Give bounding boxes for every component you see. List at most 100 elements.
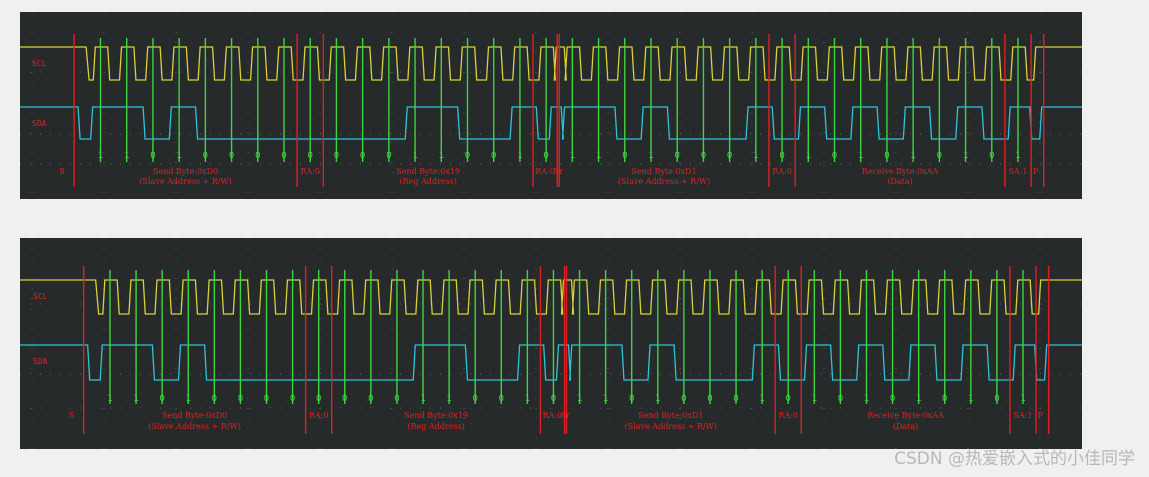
bit-value-label: 0 [229, 151, 234, 161]
field-sublabel: (Reg Address) [399, 177, 456, 186]
field-label: Sr [554, 167, 563, 176]
waveform-panel-bottom: 1 1 0 1 0 0 0 0 0 0 0 0 1 1 0 0 1 0 1 1 0 1 0 0 0 1 0 1 0 1 0 1 0 1 0 1 S Sen… [20, 238, 1082, 449]
bit-value-label: 0 [543, 151, 548, 161]
field-label: RA:0 [300, 167, 320, 176]
bit-value-label: 0 [499, 394, 504, 404]
bit-value-label: 0 [281, 151, 286, 161]
field-label: Receive Byte:0xAA [862, 167, 939, 176]
bit-value-label: 0 [255, 151, 260, 161]
bit-value-label: 1 [759, 394, 764, 404]
field-label: RA:0 [543, 411, 563, 420]
waveform-plot-top: 1 1 0 1 0 0 0 0 0 0 0 0 1 1 0 0 1 0 1 1 0 1 0 0 0 1 0 1 0 1 0 1 0 1 0 1 S Sen… [20, 12, 1082, 199]
scl-trace [20, 46, 1082, 81]
bit-value-label: 0 [465, 151, 470, 161]
bit-value-label: 1 [806, 151, 811, 161]
bit-value-label: 1 [133, 394, 138, 404]
bit-value-label: 1 [916, 394, 921, 404]
field-sublabel: (Data) [893, 422, 918, 431]
bit-value-label: 1 [439, 151, 444, 161]
bit-value-label: 1 [176, 151, 181, 161]
field-sublabel: (Reg Address) [407, 422, 464, 431]
bit-value-label: 0 [159, 394, 164, 404]
field-label: RA:0 [309, 411, 329, 420]
bit-value-label: 0 [551, 394, 556, 404]
bit-value-label: 1 [1015, 151, 1020, 161]
watermark: CSDN @热爱嵌入式的小佳同学 [894, 449, 1135, 469]
bit-value-label: 1 [655, 394, 660, 404]
bit-value-label: 1 [98, 151, 103, 161]
scl-signal-label: SCL [33, 292, 48, 301]
field-label: RA:0 [535, 167, 555, 176]
field-label: Send Byte:0xD1 [638, 411, 703, 420]
field-label: S [59, 167, 64, 176]
field-label: RA:0 [778, 411, 798, 420]
waveform-panel-top: 1 1 0 1 0 0 0 0 0 0 0 0 1 1 0 0 1 0 1 1 0 1 0 0 0 1 0 1 0 1 0 1 0 1 0 1 S Sen… [20, 12, 1082, 199]
bit-value-label: 0 [386, 151, 391, 161]
bit-value-label: 1 [124, 151, 129, 161]
bit-value-label: 0 [491, 151, 496, 161]
field-label: SA:1 [1008, 167, 1027, 176]
bit-value-label: 0 [290, 394, 295, 404]
bit-value-label: 0 [622, 151, 627, 161]
bit-value-label: 0 [733, 394, 738, 404]
bit-value-label: 1 [648, 151, 653, 161]
field-label: Send Byte:0x19 [404, 411, 468, 420]
bit-value-label: 1 [968, 394, 973, 404]
sda-trace [20, 344, 1082, 381]
waveform-plot-bottom: 1 1 0 1 0 0 0 0 0 0 0 0 1 1 0 0 1 0 1 1 0 1 0 0 0 1 0 1 0 1 0 1 0 1 0 1 S Sen… [20, 238, 1082, 449]
grid [20, 238, 1082, 449]
bit-value-label: 0 [472, 394, 477, 404]
bit-value-label: 1 [603, 394, 608, 404]
bit-value-label: 0 [786, 394, 791, 404]
field-label: Receive Byte:0xAA [867, 411, 944, 420]
grid [20, 12, 1082, 199]
bit-value-label: 1 [753, 151, 758, 161]
field-label: Send Byte:0xD1 [632, 167, 697, 176]
bit-value-label: 0 [394, 394, 399, 404]
bit-value-label: 1 [858, 151, 863, 161]
bit-value-label: 0 [316, 394, 321, 404]
bit-value-label: 1 [446, 394, 451, 404]
bit-value-label: 0 [308, 151, 313, 161]
bit-value-label: 1 [525, 394, 530, 404]
bit-value-label: 0 [890, 394, 895, 404]
bit-value-label: 0 [942, 394, 947, 404]
bit-value-label: 1 [864, 394, 869, 404]
field-sublabel: (Slave Address + R/W) [139, 177, 231, 186]
field-label: Sr [561, 411, 570, 420]
bit-value-label: 1 [412, 151, 417, 161]
field-sublabel: (Slave Address + R/W) [148, 422, 240, 431]
sda-trace [20, 106, 1082, 140]
bit-value-label: 0 [264, 394, 269, 404]
field-label: Send Byte:0x19 [396, 167, 460, 176]
sda-signal-label: SDA [33, 357, 48, 366]
bit-value-label: 1 [963, 151, 968, 161]
bit-value-label: 0 [937, 151, 942, 161]
field-label: RA:0 [772, 167, 792, 176]
sda-signal-label: SDA [32, 119, 47, 128]
field-label: P [1038, 411, 1044, 420]
bit-value-label: 0 [989, 151, 994, 161]
bit-value-label: 0 [884, 151, 889, 161]
bit-value-label: 1 [186, 394, 191, 404]
bit-value-label: 0 [707, 394, 712, 404]
bit-value-label: 1 [517, 151, 522, 161]
bit-value-label: 0 [203, 151, 208, 161]
bit-value-label: 0 [838, 394, 843, 404]
bit-value-label: 1 [577, 394, 582, 404]
bit-value-label: 0 [832, 151, 837, 161]
field-sublabel: (Slave Address + R/W) [625, 422, 717, 431]
field-label: P [1033, 167, 1039, 176]
bit-value-label: 1 [1020, 394, 1025, 404]
bit-value-label: 0 [629, 394, 634, 404]
scl-trace [20, 279, 1082, 315]
field-label: Send Byte:0xD0 [153, 167, 218, 176]
bit-value-label: 1 [570, 151, 575, 161]
bit-value-label: 1 [107, 394, 112, 404]
field-label: SA:1 [1013, 411, 1032, 420]
bit-value-label: 0 [727, 151, 732, 161]
field-label: S [69, 411, 74, 420]
bit-value-label: 0 [342, 394, 347, 404]
bit-value-label: 0 [368, 394, 373, 404]
field-sublabel: (Data) [887, 177, 912, 186]
